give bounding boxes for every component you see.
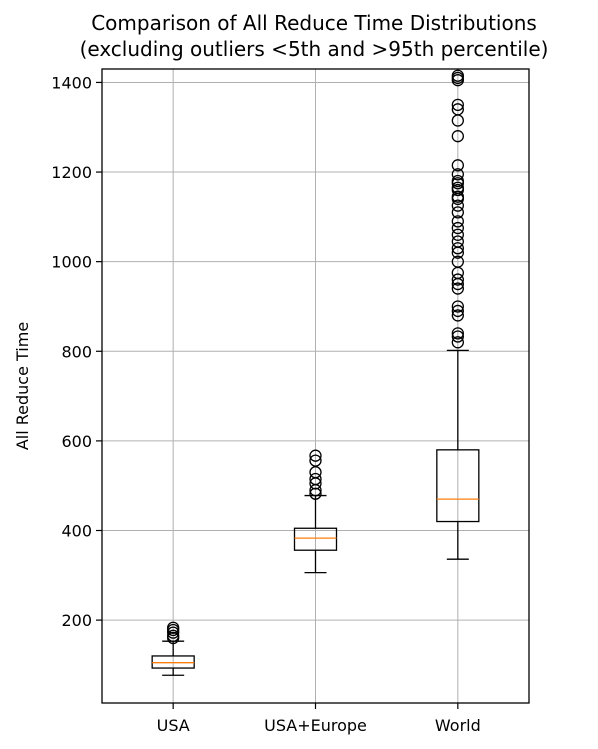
y-axis-ticks: 200 400 600 800 1000 1200 1400 [51,73,102,630]
y-tick-label: 400 [61,521,92,540]
chart-title-line-1: Comparison of All Reduce Time Distributi… [91,11,537,35]
outlier-point [451,159,464,172]
outlier-point [451,228,464,241]
outlier-point [451,336,464,349]
outlier-point [451,235,464,248]
outlier-point [451,98,464,111]
outlier-point [309,449,322,462]
outlier-point [451,304,464,318]
outlier-point [451,190,464,203]
outlier-point [451,273,464,286]
x-tick-label: USA+Europe [264,716,367,735]
outlier-point [451,206,464,219]
outlier-point [309,454,322,467]
box-group [293,449,338,574]
y-tick-label: 800 [61,342,92,361]
outlier-point [167,629,180,642]
y-tick-label: 1000 [51,253,92,272]
outlier-point [309,487,322,500]
outlier-point [451,199,464,212]
iqr-box [436,449,480,523]
y-axis-label: All Reduce Time [13,322,32,450]
outlier-point [451,103,464,116]
y-tick-label: 1400 [51,73,92,92]
x-tick-label: World [435,716,481,735]
x-tick-label: USA [157,716,190,735]
chart-title: Comparison of All Reduce Time Distributi… [80,11,549,61]
outlier-point [451,181,464,194]
x-axis-ticks: USA USA+Europe World [157,703,481,735]
chart-title-line-2: (excluding outliers <5th and >95th perce… [80,37,549,61]
outlier-point [451,309,464,322]
grid-lines [102,69,529,703]
y-tick-label: 1200 [51,163,92,182]
box-series [151,69,480,676]
box-group [436,69,480,560]
y-tick-label: 600 [61,432,92,451]
outlier-point [451,168,464,181]
outlier-point [167,621,180,634]
outlier-point [451,282,464,295]
outlier-point [451,255,464,268]
y-tick-label: 200 [61,611,92,630]
outlier-point [451,242,464,255]
outlier-point [451,69,464,82]
iqr-box [293,527,338,551]
outlier-point [451,130,464,143]
outlier-point [309,472,322,486]
outlier-point [451,330,464,343]
outlier-point [451,174,464,188]
outlier-point [451,215,464,228]
box-group [151,621,195,676]
outlier-point [451,300,464,313]
outlier-point [451,221,464,235]
iqr-box [151,655,195,669]
outlier-point [451,327,464,340]
